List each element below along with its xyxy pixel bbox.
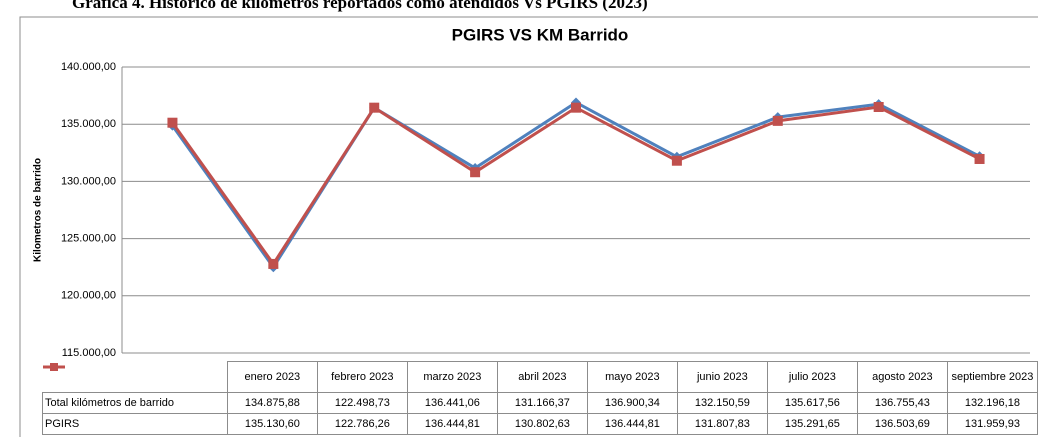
- y-tick-label: 120.000,00: [61, 290, 116, 302]
- category-label: julio 2023: [766, 361, 858, 393]
- chart-frame: [19, 16, 1038, 437]
- legend-label: Total kilómetros de barrido: [45, 397, 175, 409]
- plot-area: 115.000,00 120.000,00 125.000,00 130.000,00…: [61, 61, 1030, 359]
- value-cell: 131.166,37: [496, 392, 588, 414]
- value-cell: 122.498,73: [316, 392, 408, 414]
- figure-caption: Gráfica 4. Histórico de kilómetros repor…: [72, 0, 648, 12]
- table-corner: [42, 361, 228, 393]
- series-line: [171, 100, 981, 270]
- value-cell: 136.441,06: [406, 392, 498, 414]
- value-cell: 132.196,18: [946, 392, 1038, 414]
- value-cell: 134.875,88: [226, 392, 318, 414]
- value-cell: 136.444,81: [586, 413, 678, 435]
- value-cell: 136.444,81: [406, 413, 498, 435]
- legend-entry: PGIRS: [42, 362, 228, 435]
- value-cell: 136.503,69: [856, 413, 948, 435]
- value-cell: 136.900,34: [586, 392, 678, 414]
- marker: [571, 102, 581, 113]
- value-cell: 135.130,60: [226, 413, 318, 435]
- marker: [671, 155, 682, 166]
- data-table: enero 2023 febrero 2023 marzo 2023 abril 20…: [42, 361, 1038, 435]
- value-cell: 122.786,26: [316, 413, 408, 435]
- category-label: enero 2023: [226, 361, 318, 393]
- y-tick-label: 135.000,00: [61, 118, 116, 130]
- value-cell: 131.807,83: [676, 413, 768, 435]
- marker: [470, 167, 481, 178]
- value-cell: 135.617,56: [766, 392, 858, 414]
- legend-entry: Total kilómetros de barrido: [42, 362, 228, 414]
- chart-title: PGIRS VS KM Barrido: [452, 25, 629, 44]
- y-axis-label: Kilometros de barrido: [33, 158, 44, 262]
- value-cell: 136.755,43: [856, 392, 948, 414]
- marker: [772, 115, 783, 126]
- y-tick-label: 125.000,00: [61, 233, 116, 245]
- legend-label: PGIRS: [45, 418, 80, 430]
- value-cell: 131.959,93: [946, 413, 1038, 435]
- marker: [974, 153, 985, 164]
- category-label: agosto 2023: [856, 361, 948, 393]
- value-cell: 132.150,59: [676, 392, 768, 414]
- y-tick-label: 130.000,00: [61, 175, 116, 187]
- marker: [268, 258, 279, 269]
- category-label: septiembre 2023: [946, 361, 1038, 393]
- category-label: mayo 2023: [586, 361, 678, 393]
- series-line: [171, 105, 981, 267]
- marker: [369, 102, 380, 113]
- value-cell: 135.291,65: [766, 413, 858, 435]
- y-tick-label: 115.000,00: [62, 347, 116, 359]
- marker: [873, 101, 884, 112]
- category-label: marzo 2023: [406, 361, 498, 393]
- marker: [167, 117, 178, 128]
- value-cell: 130.802,63: [496, 413, 588, 435]
- category-label: junio 2023: [676, 361, 768, 393]
- y-tick-label: 140.000,00: [61, 61, 116, 73]
- category-label: febrero 2023: [316, 361, 408, 393]
- category-label: abril 2023: [496, 361, 588, 393]
